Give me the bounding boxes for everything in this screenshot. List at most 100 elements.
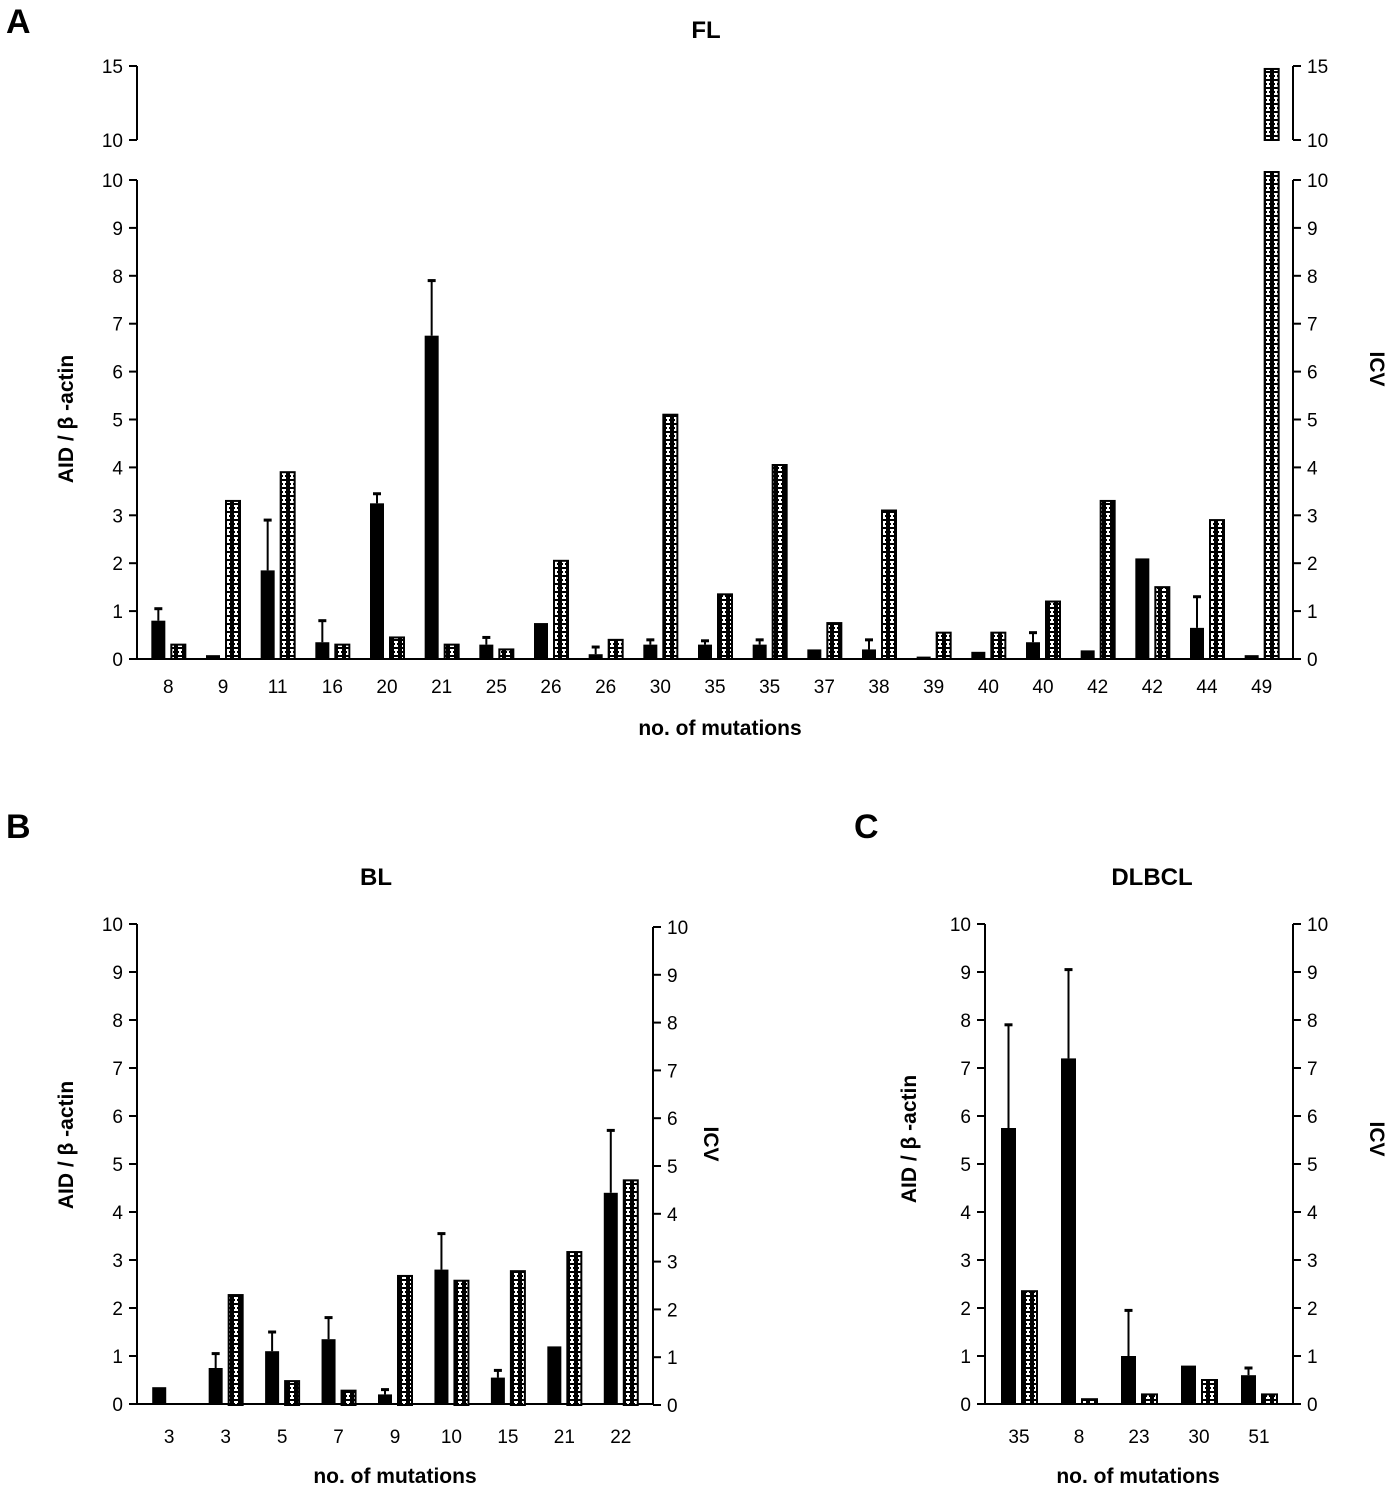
panel-a-x-tick-label: 25 <box>486 677 507 698</box>
panel-c-y-tick-label-left: 6 <box>960 1107 971 1128</box>
panel-a-y-tick-label-right-upper: 10 <box>1307 131 1328 152</box>
panel-b-y-tick-label-right: 1 <box>667 1348 678 1369</box>
panel-a-y-tick-label-right: 5 <box>1307 411 1318 432</box>
panel-a-bar-icv <box>498 648 515 660</box>
panel-b-y-tick-label-left: 1 <box>112 1347 123 1368</box>
panel-a-x-tick-label: 35 <box>759 677 780 698</box>
panel-b-bar-aid <box>208 1368 223 1404</box>
panel-c-y-tick-label-right: 8 <box>1307 1011 1318 1032</box>
panel-a-x-tick-label: 11 <box>268 677 288 698</box>
panel-a-bar-icv <box>1209 519 1225 661</box>
panel-b-y-tick-label-left: 5 <box>112 1155 123 1176</box>
panel-b-chart: 0 1 2 3 4 5 6 7 8 9 10 0 1 2 3 4 5 6 7 8 9 10 3 3 5 7 9 10 15 21 22 <box>102 915 688 1448</box>
panel-a-x-tick-label: 37 <box>814 677 835 698</box>
panel-c-y-tick-label-right: 6 <box>1307 1107 1318 1128</box>
panel-a-y-tick-label-left: 1 <box>112 602 123 623</box>
panel-a-y-tick-label-left: 4 <box>112 458 123 479</box>
panel-a-x-tick-label: 42 <box>1087 677 1108 698</box>
panel-a-bar-icv <box>607 638 624 661</box>
panel-b-y-tick-label-right: 0 <box>667 1396 678 1417</box>
panel-a-x-tick-label: 42 <box>1142 677 1163 698</box>
panel-b-y-tick-label-right: 2 <box>667 1300 678 1321</box>
panel-b-y-tick-label-right: 10 <box>667 918 688 939</box>
panel-b-y-tick-label-left: 10 <box>102 915 123 936</box>
panel-a-bar-aid <box>971 651 986 659</box>
panel-a-y-tick-label-right: 8 <box>1307 267 1318 288</box>
panel-a-bar-aid <box>588 654 603 659</box>
panel-c-bar-icv <box>1141 1393 1158 1406</box>
panel-b-x-tick-label: 3 <box>220 1427 231 1448</box>
panel-a-bar-aid <box>698 644 712 659</box>
panel-a-bar-aid <box>1026 642 1040 659</box>
panel-a-bar-icv <box>717 593 733 661</box>
panel-b-bar-icv <box>227 1294 244 1407</box>
panel-c-x-tick-label: 30 <box>1188 1427 1209 1448</box>
panel-c-bar-icv <box>1081 1398 1098 1405</box>
panel-b-y-tick-label-right: 5 <box>667 1157 678 1178</box>
panel-a-y-tick-label-right: 6 <box>1307 363 1318 384</box>
panel-a-bar-aid <box>260 570 275 659</box>
panel-b-bar-icv <box>622 1179 639 1406</box>
panel-a-x-tick-label: 20 <box>376 677 397 698</box>
panel-b-bar-aid <box>490 1377 505 1404</box>
panel-b-y-tick-label-right: 7 <box>667 1061 678 1082</box>
panel-a-bar-icv <box>826 622 843 661</box>
panel-b-y-tick-label-right: 4 <box>667 1205 678 1226</box>
panel-a-bar-icv <box>334 643 351 661</box>
panel-b-y-tick-label-right: 8 <box>667 1014 678 1035</box>
panel-b-y-axis-right-title: ICV <box>699 1126 722 1161</box>
panel-a-y-tick-label-left: 10 <box>102 171 123 192</box>
panel-c-y-tick-label-left: 4 <box>960 1203 971 1224</box>
panel-a-bar-aid <box>807 649 822 659</box>
panel-b-x-tick-label: 5 <box>277 1427 288 1448</box>
panel-b-bar-aid <box>434 1269 449 1404</box>
panel-a-bar-aid <box>315 642 330 659</box>
panel-a-y-tick-label-right: 0 <box>1307 650 1318 671</box>
panel-c-y-tick-label-left: 2 <box>960 1299 971 1320</box>
panel-letter-c: C <box>854 808 879 846</box>
panel-c-y-tick-label-right: 3 <box>1307 1251 1318 1272</box>
panel-a-x-axis-title: no. of mutations <box>638 717 801 740</box>
panel-b-y-tick-label-left: 4 <box>112 1203 123 1224</box>
panel-b-y-tick-label-left: 9 <box>112 963 123 984</box>
panel-b-bar-icv <box>340 1389 357 1407</box>
panel-c-y-tick-label-left: 0 <box>960 1395 971 1416</box>
panel-a-bar-icv <box>225 499 241 660</box>
panel-c-y-tick-label-right: 7 <box>1307 1059 1318 1080</box>
panel-b-y-tick-label-left: 0 <box>112 1395 123 1416</box>
panel-c-y-tick-label-left: 9 <box>960 963 971 984</box>
panel-a-bar-icv <box>662 413 679 660</box>
panel-a-x-tick-label: 39 <box>923 677 944 698</box>
panel-a-y-tick-label-right: 3 <box>1307 506 1318 527</box>
panel-a-title: FL <box>691 17 720 44</box>
panel-c-y-axis-right-title: ICV <box>1365 1121 1388 1156</box>
panel-a-bar-icv <box>1099 499 1116 660</box>
panel-a-y-tick-label-right: 9 <box>1307 219 1318 240</box>
panel-a-bar-icv <box>881 509 897 661</box>
panel-a-x-tick-label: 21 <box>431 677 452 698</box>
panel-a-bar-icv <box>935 631 952 661</box>
panel-c-y-tick-label-right: 2 <box>1307 1299 1318 1320</box>
panel-c-bar-aid <box>1241 1375 1256 1404</box>
panel-a-y-tick-label-left: 2 <box>112 554 123 575</box>
panel-letter-a: A <box>6 3 31 41</box>
panel-b-x-tick-label: 15 <box>497 1427 518 1448</box>
panel-c-bar-aid <box>1061 1058 1076 1404</box>
panel-b-x-tick-label: 21 <box>554 1427 575 1448</box>
panel-a-chart: 0 1 2 3 4 5 6 7 8 9 10 0 1 2 3 4 5 6 7 8 9 10 10 10 15 15 8 9 11 16 20… <box>102 57 1328 698</box>
panel-a-x-tick-label: 40 <box>978 677 999 698</box>
panel-a-y-axis-right-title: ICV <box>1365 351 1388 386</box>
panel-a-x-tick-label: 30 <box>650 677 671 698</box>
panel-a-y-tick-label-left: 7 <box>112 315 123 336</box>
panel-a-x-tick-label: 40 <box>1032 677 1053 698</box>
panel-a-bar-icv <box>170 643 187 661</box>
panel-b-bar-icv <box>453 1279 470 1406</box>
panel-b-x-tick-label: 7 <box>333 1427 344 1448</box>
panel-c-title: DLBCL <box>1111 864 1192 891</box>
panel-a-x-tick-label: 8 <box>163 677 174 698</box>
panel-c-bar-icv <box>1021 1290 1038 1405</box>
panel-a-bar-icv <box>1045 600 1061 661</box>
panel-a-bar-icv <box>1154 586 1171 661</box>
panel-c-y-tick-label-left: 7 <box>960 1059 971 1080</box>
